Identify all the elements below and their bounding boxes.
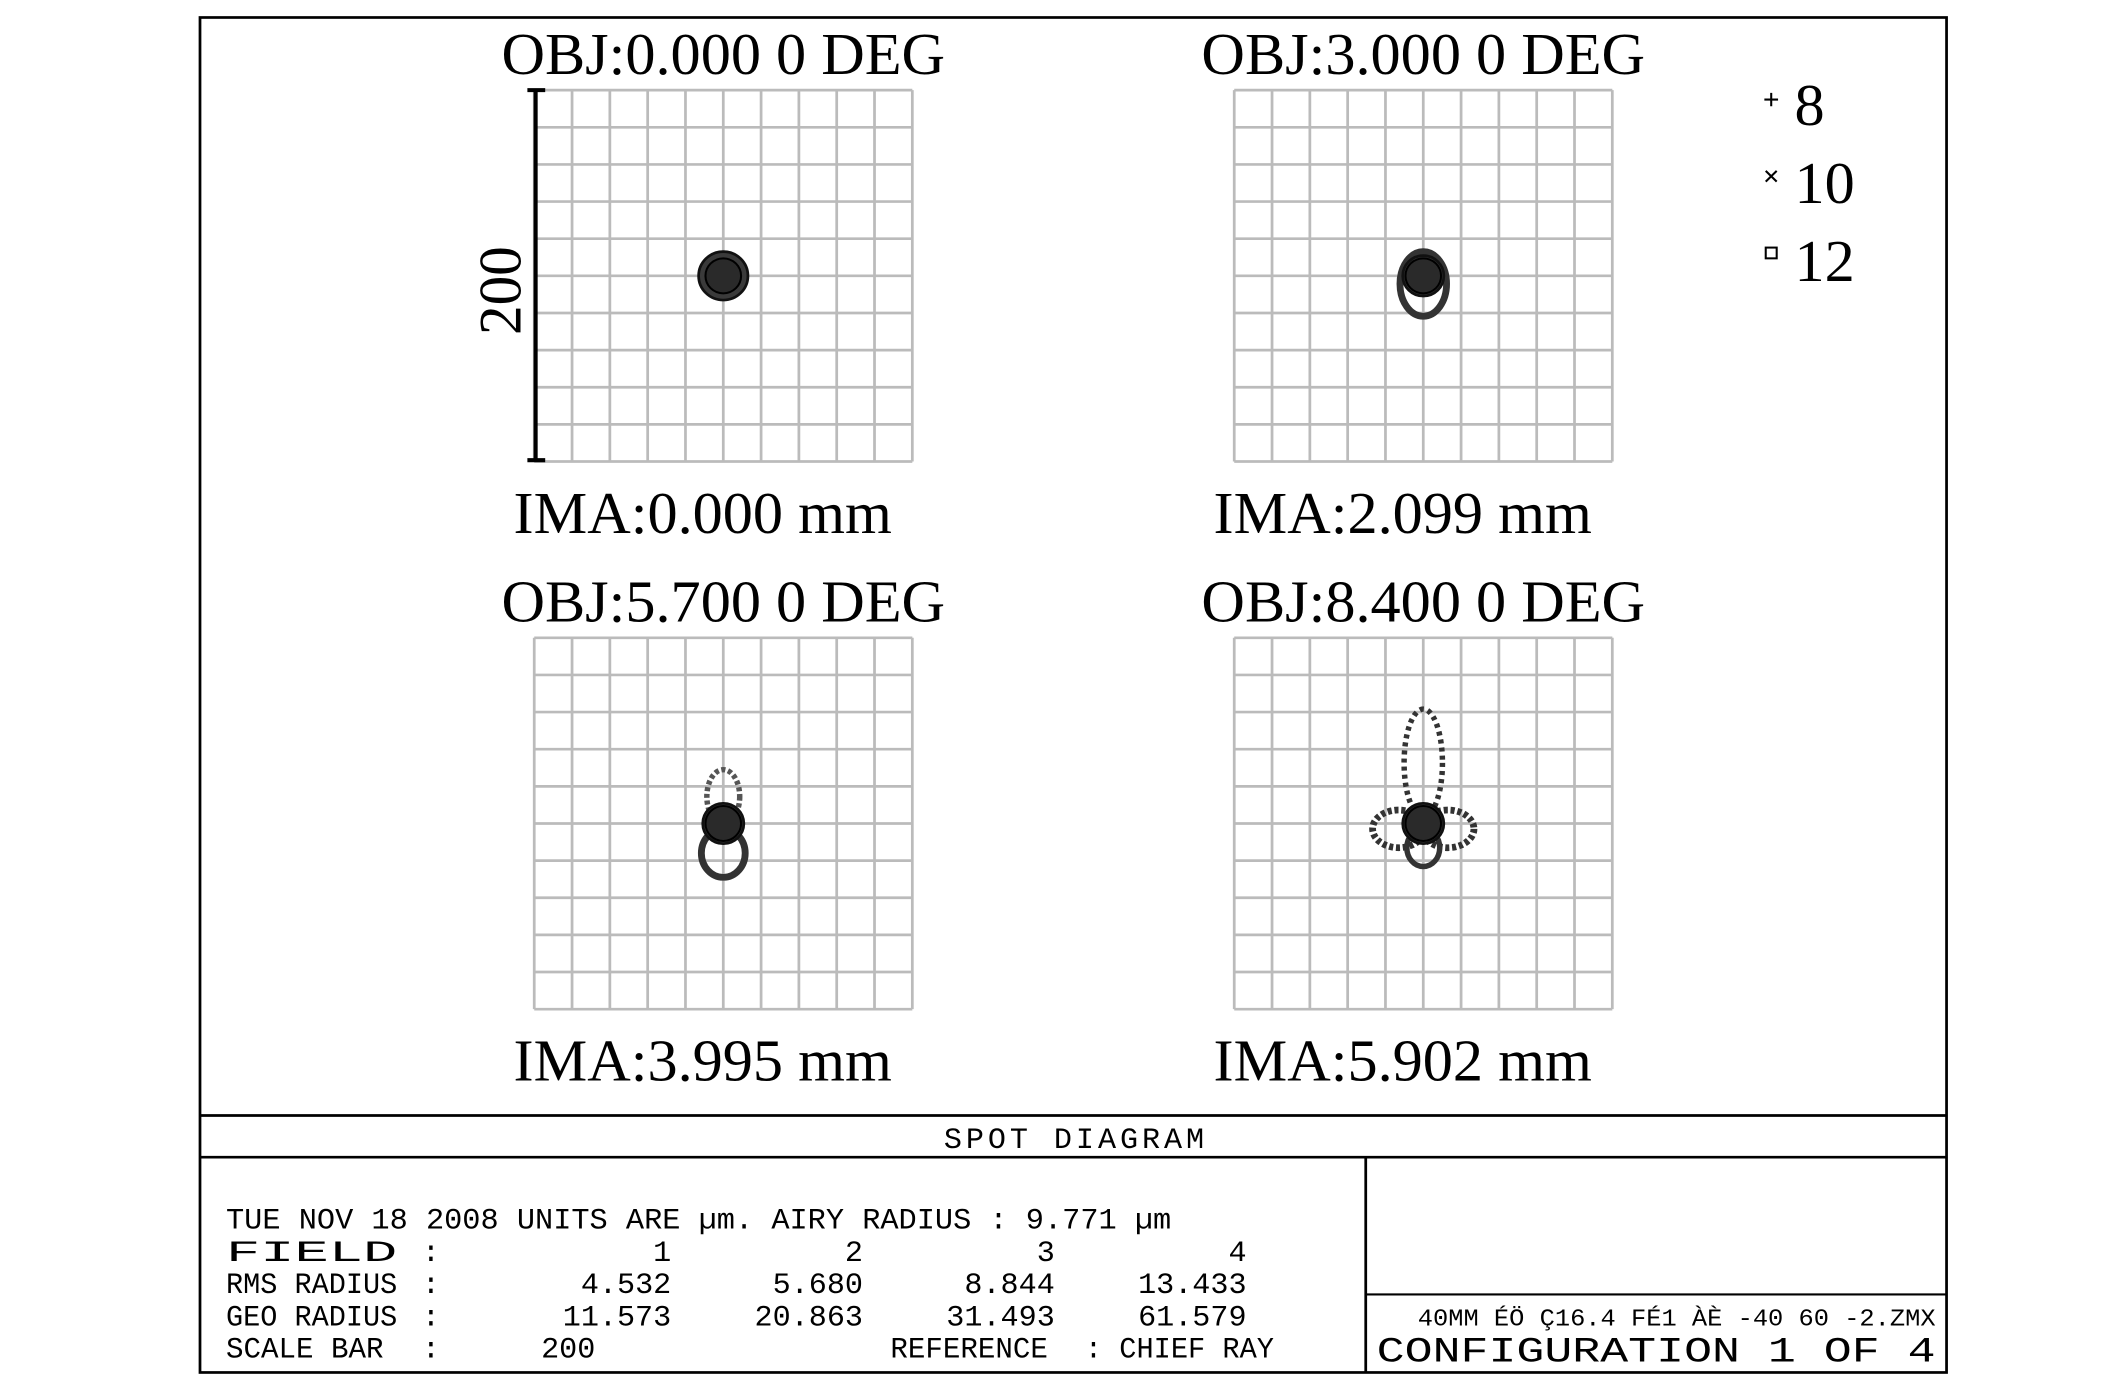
ima-label: IMA:5.902 mm (1214, 1028, 1592, 1093)
ima-label: IMA:0.000 mm (514, 480, 892, 545)
row-sep: : (422, 1268, 440, 1302)
cell: 5.680 (773, 1268, 863, 1302)
legend-label: 8 (1794, 73, 1824, 138)
footer-header: TUE NOV 18 2008 UNITS ARE µm. AIRY RADIU… (226, 1204, 1171, 1238)
frame (198, 16, 1948, 1374)
obj-label: OBJ:5.700 0 DEG (501, 569, 945, 634)
cell: 1 (653, 1236, 671, 1270)
legend: 8 10 12 (1764, 73, 1855, 294)
row-sep: : (422, 1333, 440, 1367)
footer-title: SPOT DIAGRAM (944, 1123, 1204, 1157)
panel: OBJ:5.700 0 DEG IMA:3.995 mm (501, 569, 945, 1093)
row-label: FIELD (226, 1236, 397, 1270)
airy-disk (1404, 257, 1443, 295)
cell: 11.573 (563, 1301, 671, 1335)
row-sep: : (422, 1301, 440, 1335)
cell: 13.433 (1138, 1268, 1246, 1302)
cell: 4.532 (581, 1268, 671, 1302)
airy-disk (1404, 804, 1443, 842)
ima-label: IMA:2.099 mm (1214, 480, 1592, 545)
scale-label: 200 (467, 246, 534, 335)
cell: 8.844 (964, 1268, 1054, 1302)
cell: 200 (541, 1333, 595, 1367)
airy-disk (704, 804, 743, 842)
row-label: GEO RADIUS (226, 1301, 397, 1335)
cell: REFERENCE (890, 1333, 1048, 1367)
panels: OBJ:0.000 0 DEG IMA:0.000 mm OBJ:3.000 0 D… (501, 21, 1645, 1093)
cell: 3 (1037, 1236, 1055, 1270)
legend-symbol (1764, 92, 1779, 107)
cell: 31.493 (946, 1301, 1054, 1335)
footer-table: FIELD: 1 2 3 4 RMS RADIUS: 4.532 5.680 8.844 13.4… (226, 1236, 1247, 1334)
legend-symbol (1764, 246, 1778, 260)
legend-label: 12 (1794, 229, 1854, 294)
cell: 2 (845, 1236, 863, 1270)
legend-label: 10 (1794, 151, 1854, 216)
panel: OBJ:8.400 0 DEG IMA:5.902 mm (1201, 569, 1645, 1093)
row-label: RMS RADIUS (226, 1268, 397, 1302)
row-sep: : (422, 1236, 440, 1270)
obj-label: OBJ:8.400 0 DEG (1201, 569, 1645, 634)
airy-disk (704, 257, 743, 295)
configuration: CONFIGURATION 1 OF 4 (1377, 1333, 1936, 1373)
ima-label: IMA:3.995 mm (514, 1028, 892, 1093)
row-label: SCALE BAR (226, 1333, 384, 1367)
obj-label: OBJ:3.000 0 DEG (1201, 21, 1645, 86)
legend-symbol (1765, 170, 1778, 183)
file-line: 40MM ÉÖ Ç16.4 FÉ1 ÀÈ -40 60 -2.ZMX (1418, 1306, 1936, 1334)
panel: OBJ:0.000 0 DEG IMA:0.000 mm (501, 21, 945, 545)
obj-label: OBJ:0.000 0 DEG (501, 21, 945, 86)
spot-ring (1396, 248, 1450, 320)
cell: 61.579 (1138, 1301, 1246, 1335)
cell: 20.863 (755, 1301, 863, 1335)
panel: OBJ:3.000 0 DEG IMA:2.099 mm (1201, 21, 1645, 545)
cell: : CHIEF RAY (1085, 1333, 1274, 1367)
cell: 4 (1228, 1236, 1246, 1270)
